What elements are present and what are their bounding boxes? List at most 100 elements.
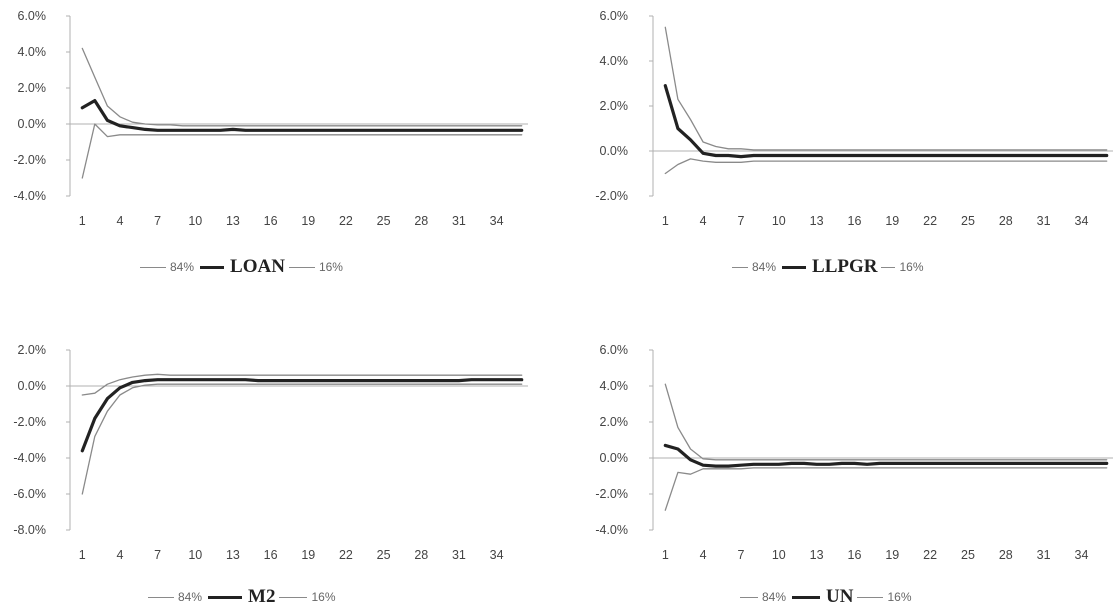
y-tick-label: -2.0% [13,153,46,167]
legend-line-84 [148,596,174,598]
median-line [80,378,524,453]
y-tick-label: -2.0% [595,487,628,501]
legend-label-16: 16% [899,260,924,274]
legend-line-84 [140,266,166,268]
legend-line-median [792,595,821,599]
x-tick-label: 25 [377,214,391,228]
legend-label-84: 84% [752,260,777,274]
x-tick-label: 28 [999,548,1013,562]
legend-loan: 84% LOAN 16% [140,256,349,278]
legend-line-median [782,265,807,269]
chart-m2-plot: 2.0% 0.0% -2.0% -4.0% -6.0% -8.0% 1 4 7 10 13 16 19 2… [13,343,528,562]
x-tick-label: 19 [885,548,899,562]
lower-band-line [664,467,1108,511]
upper-band-line [664,26,1108,151]
y-tick-label: -8.0% [13,523,46,537]
x-tick-label: 10 [188,214,202,228]
x-tick-label: 16 [848,548,862,562]
lower-band-line [81,123,523,179]
x-tick-label: 22 [339,214,353,228]
chart-un: 6.0% 4.0% 2.0% 0.0% -2.0% -4.0% 1 4 7 10 13 16 19 22 2… [555,330,1113,616]
legend-label-16: 16% [318,260,343,274]
median-line [80,98,524,132]
x-tick-label: 13 [810,214,824,228]
x-tick-label: 19 [301,548,315,562]
chart-m2: 2.0% 0.0% -2.0% -4.0% -6.0% -8.0% 1 4 7 10 13 16 19 2… [0,330,540,616]
y-tick-label: -4.0% [595,523,628,537]
y-tick-label: -4.0% [13,189,46,203]
x-tick-label: 28 [999,214,1013,228]
x-tick-label: 13 [226,548,240,562]
lower-band-line [664,158,1108,175]
legend-line-84 [740,596,758,598]
legend-line-median [208,595,243,599]
upper-band-line [81,373,523,396]
x-tick-label: 31 [1037,548,1051,562]
y-tick-label: 0.0% [18,117,47,131]
x-tick-label: 7 [737,548,744,562]
legend-label-84: 84% [178,590,203,604]
x-tick-label: 16 [264,548,278,562]
median-line [663,443,1109,468]
legend-un: 84% UN 16% [740,586,918,608]
x-tick-label: 16 [848,214,862,228]
chart-loan-plot: 6.0% 4.0% 2.0% 0.0% -2.0% -4.0% 1 4 7 10 13 16 19 22 2… [13,9,528,228]
y-tick-label: -6.0% [13,487,46,501]
x-tick-label: 28 [414,548,428,562]
lower-band-line [81,383,523,495]
upper-band-line [81,47,523,127]
x-tick-label: 22 [923,548,937,562]
legend-label-16: 16% [311,590,336,604]
x-tick-label: 4 [700,548,707,562]
y-tick-label: 6.0% [600,343,629,357]
legend-label-series: M2 [248,586,276,607]
x-tick-label: 25 [961,214,975,228]
x-tick-label: 4 [116,548,123,562]
y-tick-label: 4.0% [18,45,47,59]
y-tick-label: -2.0% [595,189,628,203]
legend-line-16 [288,266,315,268]
x-tick-label: 22 [923,214,937,228]
y-tick-label: 2.0% [600,415,629,429]
y-tick-label: 2.0% [18,81,47,95]
y-tick-label: 0.0% [18,379,47,393]
x-tick-label: 7 [154,214,161,228]
legend-line-median [200,265,225,269]
y-tick-label: 2.0% [600,99,629,113]
x-tick-label: 10 [188,548,202,562]
legend-line-16 [857,596,884,598]
x-tick-label: 13 [810,548,824,562]
median-line [663,84,1109,159]
legend-line-16 [881,266,896,268]
legend-line-84 [732,266,748,268]
x-tick-label: 1 [79,548,86,562]
x-tick-label: 1 [662,548,669,562]
legend-m2: 84% M2 16% [148,586,342,608]
x-tick-label: 22 [339,548,353,562]
chart-llpgr-plot: 6.0% 4.0% 2.0% 0.0% -2.0% 1 4 7 10 13 16 19 22 25 28 31… [595,9,1113,228]
legend-label-series: UN [826,586,854,607]
legend-label-84: 84% [762,590,787,604]
x-tick-label: 4 [700,214,707,228]
x-tick-label: 7 [154,548,161,562]
x-tick-label: 34 [490,214,504,228]
x-tick-label: 31 [452,214,466,228]
x-tick-label: 16 [264,214,278,228]
x-tick-label: 25 [961,548,975,562]
y-tick-label: 6.0% [18,9,47,23]
y-tick-label: 2.0% [18,343,47,357]
x-tick-label: 34 [1075,214,1089,228]
x-tick-label: 19 [301,214,315,228]
chart-loan: 6.0% 4.0% 2.0% 0.0% -2.0% -4.0% 1 4 7 10 13 16 19 22 2… [0,0,540,290]
x-tick-label: 7 [737,214,744,228]
x-tick-label: 1 [662,214,669,228]
legend-label-series: LLPGR [812,256,878,277]
x-tick-label: 13 [226,214,240,228]
chart-un-plot: 6.0% 4.0% 2.0% 0.0% -2.0% -4.0% 1 4 7 10 13 16 19 22 2… [595,343,1113,562]
chart-llpgr: 6.0% 4.0% 2.0% 0.0% -2.0% 1 4 7 10 13 16 19 22 25 28 31… [555,0,1113,290]
x-tick-label: 34 [490,548,504,562]
legend-line-16 [279,596,308,598]
y-tick-label: -2.0% [13,415,46,429]
x-tick-label: 31 [452,548,466,562]
x-tick-label: 4 [116,214,123,228]
